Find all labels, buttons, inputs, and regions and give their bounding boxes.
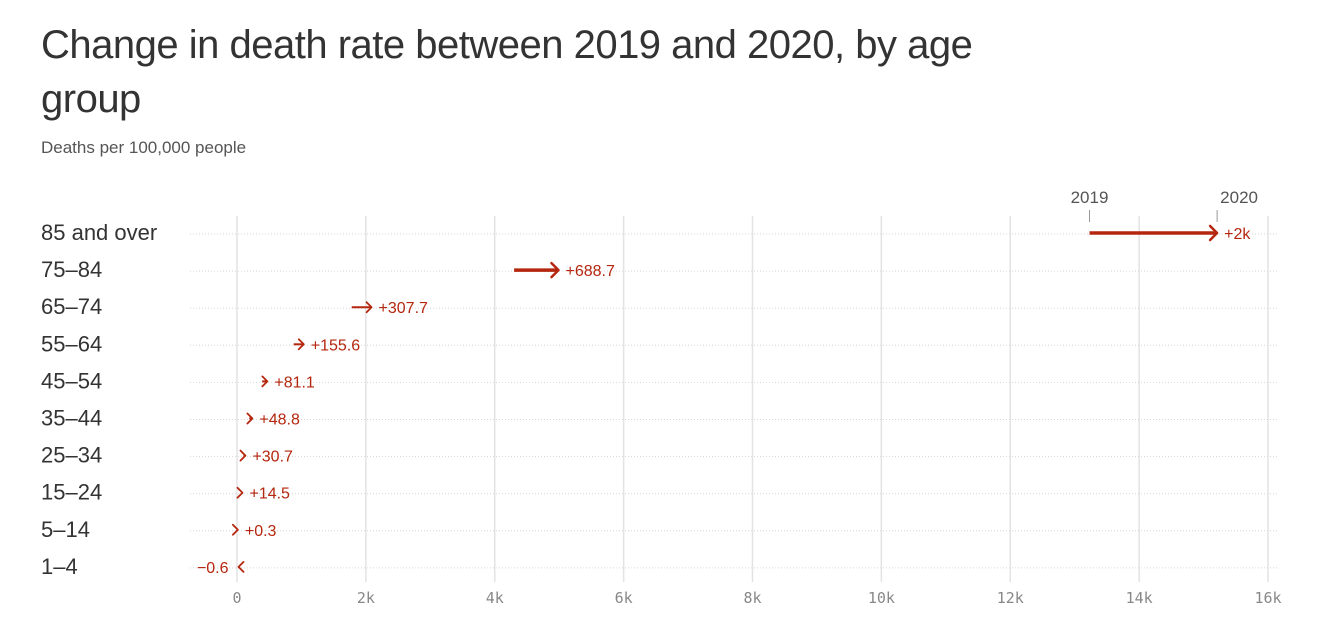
arrowhead xyxy=(550,261,560,279)
category-label: 75–84 xyxy=(41,257,102,282)
category-label: 45–54 xyxy=(41,368,102,393)
arrowhead xyxy=(239,449,247,462)
arrowhead xyxy=(246,412,254,425)
x-tick-label: 0 xyxy=(232,589,241,607)
change-value-label: +2k xyxy=(1224,226,1251,243)
chart-title: Change in death rate between 2019 and 20… xyxy=(41,23,973,121)
arrowhead xyxy=(237,561,245,573)
arrowhead xyxy=(297,338,305,351)
legend-start-label: 2019 xyxy=(1071,188,1109,207)
arrowhead xyxy=(236,486,244,499)
change-value-label: +0.3 xyxy=(245,523,277,540)
arrowhead xyxy=(231,523,239,536)
change-value-label: +81.1 xyxy=(274,374,315,391)
x-tick-label: 14k xyxy=(1126,589,1153,607)
change-value-label: −0.6 xyxy=(197,560,229,577)
arrowhead xyxy=(1208,224,1219,242)
x-tick-label: 6k xyxy=(615,589,633,607)
x-tick-label: 4k xyxy=(486,589,504,607)
category-label: 85 and over xyxy=(41,220,157,245)
x-tick-label: 2k xyxy=(357,589,375,607)
change-value-label: +30.7 xyxy=(252,449,293,466)
arrowhead xyxy=(261,375,269,388)
change-value-label: +155.6 xyxy=(311,337,360,354)
legend-end-label: 2020 xyxy=(1220,188,1258,207)
category-label: 25–34 xyxy=(41,443,102,468)
category-label: 5–14 xyxy=(41,517,90,542)
category-label: 35–44 xyxy=(41,406,102,431)
category-label: 65–74 xyxy=(41,294,102,319)
change-value-label: +307.7 xyxy=(379,300,428,317)
chart-subtitle: Deaths per 100,000 people xyxy=(41,138,247,157)
category-label: 55–64 xyxy=(41,331,102,356)
category-label: 15–24 xyxy=(41,480,102,505)
x-tick-label: 16k xyxy=(1254,589,1281,607)
change-value-label: +688.7 xyxy=(565,263,614,280)
x-tick-label: 12k xyxy=(997,589,1024,607)
x-tick-label: 10k xyxy=(868,589,895,607)
category-label: 1–4 xyxy=(41,554,78,579)
arrowhead xyxy=(365,301,373,314)
x-tick-label: 8k xyxy=(743,589,761,607)
change-value-label: +14.5 xyxy=(249,486,290,503)
change-value-label: +48.8 xyxy=(259,412,300,429)
